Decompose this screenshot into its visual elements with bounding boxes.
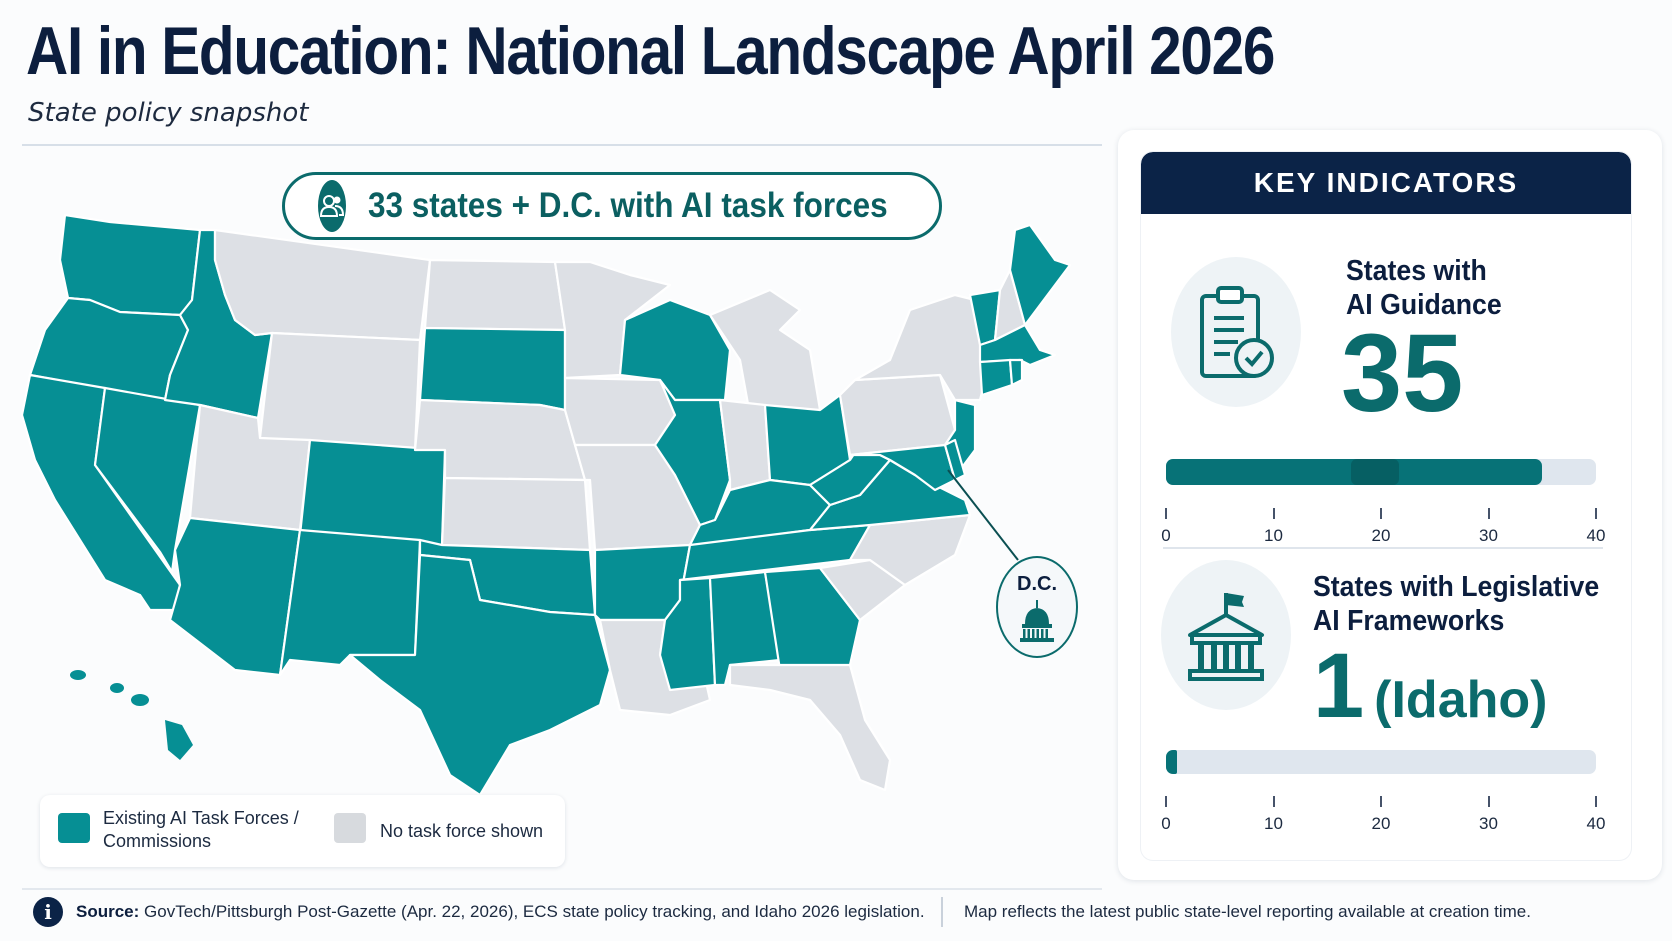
indicator-ai-guidance: States with AI Guidance 35 0 10 20 30 40 xyxy=(1141,214,1631,545)
map-note: Map reflects the latest public state-lev… xyxy=(964,902,1531,921)
ai-guidance-progress-bar xyxy=(1166,459,1596,485)
page-title: AI in Education: National Landscape Apri… xyxy=(26,13,1275,89)
indicator-ai-guidance-title: States with AI Guidance xyxy=(1346,255,1502,321)
dc-callout[interactable]: D.C. xyxy=(996,556,1078,658)
indicator-ai-guidance-value: 35 xyxy=(1341,312,1464,435)
indicator-legislative-frameworks: States with Legislative AI Frameworks 1(… xyxy=(1141,552,1631,860)
dc-label: D.C. xyxy=(1017,572,1057,595)
state-hi-4 xyxy=(165,720,193,760)
source-citation: Source: GovTech/Pittsburgh Post-Gazette … xyxy=(76,902,925,921)
government-building-icon xyxy=(1161,560,1291,710)
clipboard-check-icon xyxy=(1171,257,1301,407)
state-az[interactable] xyxy=(168,516,302,677)
legislative-progress-bar xyxy=(1166,750,1596,774)
state-mt[interactable] xyxy=(213,228,432,342)
info-icon: i xyxy=(33,897,63,927)
state-nd[interactable] xyxy=(423,258,567,332)
legislative-progress-fill xyxy=(1166,750,1177,774)
state-hi-3 xyxy=(131,694,149,706)
ai-guidance-progress-marker xyxy=(1351,459,1399,485)
key-indicators-heading: KEY INDICATORS xyxy=(1253,167,1519,198)
legend-label-task-force: Existing AI Task Forces / Commissions xyxy=(103,808,299,851)
footer-separator xyxy=(941,897,943,927)
state-hi-2 xyxy=(110,683,124,693)
dc-leader-line xyxy=(947,469,1019,561)
state-mi[interactable] xyxy=(708,288,822,417)
key-indicators-header: KEY INDICATORS xyxy=(1141,152,1631,214)
state-ri[interactable] xyxy=(1008,358,1024,387)
key-indicators-card: KEY INDICATORS States with AI Guidance xyxy=(1118,130,1662,880)
state-wy[interactable] xyxy=(258,331,422,452)
legend-label-none: No task force shown xyxy=(380,821,544,841)
ai-guidance-axis: 0 10 20 30 40 xyxy=(1161,508,1605,548)
state-nm[interactable] xyxy=(278,528,422,677)
state-de[interactable] xyxy=(943,438,967,482)
state-ga[interactable] xyxy=(763,566,862,672)
state-ia[interactable] xyxy=(563,376,677,447)
state-hi-1 xyxy=(70,670,86,680)
state-pa[interactable] xyxy=(838,373,957,457)
indicator-legislative-title: States with Legislative AI Frameworks xyxy=(1313,571,1600,637)
state-ks[interactable] xyxy=(440,476,592,552)
legislative-axis: 0 10 20 30 40 xyxy=(1161,796,1605,836)
state-fl[interactable] xyxy=(728,663,892,792)
capitol-dome-icon xyxy=(1020,599,1054,642)
indicator-divider xyxy=(1163,547,1603,549)
state-sd[interactable] xyxy=(418,326,567,412)
state-me[interactable] xyxy=(1008,223,1072,327)
legend-swatch-task-force xyxy=(58,813,90,843)
page-subtitle: State policy snapshot xyxy=(28,98,309,128)
footer-divider xyxy=(22,888,1102,890)
indicator-legislative-value: 1 (Idaho) xyxy=(1313,635,1548,737)
legend-swatch-none xyxy=(334,813,366,843)
task-force-callout: 33 states + D.C. with AI task forces xyxy=(282,172,942,240)
state-co[interactable] xyxy=(298,438,447,547)
task-force-count: 33 states + D.C. with AI task forces xyxy=(368,186,888,225)
header-divider xyxy=(22,144,1102,146)
map-legend: Existing AI Task Forces / Commissions No… xyxy=(40,795,565,867)
us-map xyxy=(10,200,1110,800)
state-ct[interactable] xyxy=(978,358,1014,397)
people-group-icon xyxy=(318,180,346,232)
state-tx[interactable] xyxy=(348,553,612,797)
